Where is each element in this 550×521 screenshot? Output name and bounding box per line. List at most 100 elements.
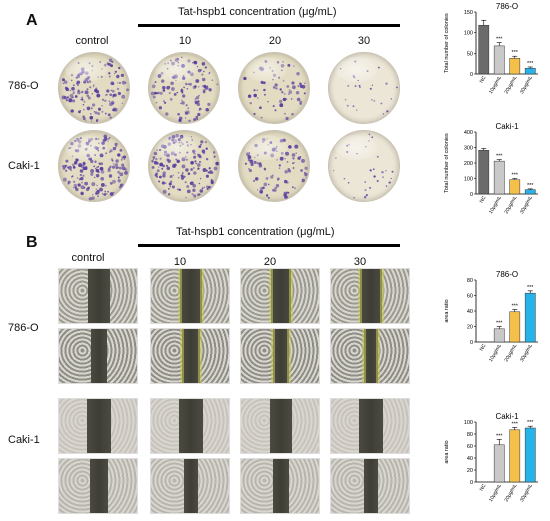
wound-healing-image — [330, 458, 410, 514]
y-tick-label: 0 — [470, 72, 473, 78]
x-tick-label: 20μg/mL — [504, 75, 519, 95]
wound-healing-image — [58, 268, 138, 324]
x-tick-label: NC — [479, 483, 488, 493]
wound-healing-image — [240, 398, 320, 454]
colony-dish — [238, 52, 310, 124]
panel-a-col-30: 30 — [357, 35, 371, 47]
wound-healing-image — [150, 328, 230, 384]
significance-label: *** — [527, 420, 534, 426]
x-tick-label: NC — [479, 75, 488, 85]
panel-a-row-786o: 786-O — [8, 80, 39, 92]
bar-20μg/mL — [509, 311, 521, 343]
y-tick-label: 200 — [464, 161, 473, 167]
wound-healing-image — [330, 398, 410, 454]
panel-b-row-786o: 786-O — [8, 322, 39, 334]
bar-30μg/mL — [524, 67, 536, 75]
x-tick-label: 30μg/mL — [519, 195, 534, 215]
bar-10μg/mL — [493, 45, 505, 75]
wound-healing-image — [240, 328, 320, 384]
panel-a-col-20: 20 — [268, 35, 282, 47]
colony-dish — [238, 130, 310, 202]
bar-20μg/mL — [509, 58, 521, 75]
x-tick-label: 30μg/mL — [519, 75, 534, 95]
wound-healing-image — [240, 268, 320, 324]
wound-healing-image — [58, 398, 138, 454]
bar-20μg/mL — [509, 179, 521, 195]
wound-healing-image — [150, 458, 230, 514]
y-tick-label: 60 — [467, 294, 473, 300]
x-tick-label: 10μg/mL — [488, 483, 503, 503]
panel-b-header-rule — [138, 244, 400, 247]
bar-NC — [478, 150, 490, 195]
y-tick-label: 100 — [464, 31, 473, 37]
panel-b-col-30: 30 — [353, 256, 367, 268]
significance-label: *** — [512, 173, 519, 179]
y-tick-label: 0 — [470, 192, 473, 198]
x-tick-label: 20μg/mL — [504, 343, 519, 363]
x-tick-label: 30μg/mL — [519, 343, 534, 363]
x-tick-label: 20μg/mL — [504, 483, 519, 503]
y-axis-label: area ratio — [444, 299, 450, 322]
panel-b-header: Tat-hspb1 concentration (μg/mL) — [176, 226, 335, 238]
significance-label: *** — [527, 183, 534, 189]
y-tick-label: 100 — [464, 420, 473, 426]
significance-label: *** — [512, 50, 519, 56]
y-tick-label: 400 — [464, 130, 473, 136]
colony-dish — [58, 130, 130, 202]
wound-healing-image — [330, 268, 410, 324]
wound-healing-image — [150, 398, 230, 454]
y-tick-label: 80 — [467, 432, 473, 438]
y-tick-label: 0 — [470, 340, 473, 346]
significance-label: *** — [496, 37, 503, 43]
y-axis-label: area ratio — [444, 440, 450, 463]
colony-dish — [148, 52, 220, 124]
y-tick-label: 50 — [467, 51, 473, 57]
bar-10μg/mL — [493, 328, 505, 343]
y-tick-label: 300 — [464, 146, 473, 152]
significance-label: *** — [527, 285, 534, 291]
bar-10μg/mL — [493, 160, 505, 195]
y-tick-label: 80 — [467, 278, 473, 284]
y-tick-label: 40 — [467, 456, 473, 462]
colony-dish — [148, 130, 220, 202]
bar-10μg/mL — [493, 444, 505, 483]
chart-title: Caki-1 — [495, 122, 519, 131]
chart-title: 786-O — [496, 2, 518, 11]
significance-label: *** — [496, 321, 503, 327]
colony-dish — [328, 52, 400, 124]
panel-b-letter: B — [26, 234, 38, 251]
wound-healing-image — [58, 458, 138, 514]
panel-b-col-20: 20 — [263, 256, 277, 268]
y-tick-label: 100 — [464, 177, 473, 183]
significance-label: *** — [527, 61, 534, 67]
x-tick-label: 30μg/mL — [519, 483, 534, 503]
chart-title: 786-O — [496, 270, 518, 279]
x-tick-label: NC — [479, 195, 488, 205]
y-tick-label: 150 — [464, 10, 473, 16]
chart-area-ratio-caki1: Caki-1 area ratio 0 20 40 60 80 100 NC *** 10μg/mL… — [444, 412, 538, 503]
wound-healing-image — [330, 328, 410, 384]
panel-b-row-caki1: Caki-1 — [8, 434, 40, 446]
colony-dish — [328, 130, 400, 202]
significance-label: *** — [496, 154, 503, 160]
significance-label: *** — [496, 433, 503, 439]
y-axis-label: Total number of colonies — [444, 133, 450, 193]
x-tick-label: 10μg/mL — [488, 343, 503, 363]
significance-label: *** — [512, 303, 519, 309]
x-tick-label: NC — [479, 343, 488, 353]
wound-healing-image — [150, 268, 230, 324]
wound-healing-image — [58, 328, 138, 384]
significance-label: *** — [512, 421, 519, 427]
panel-a-col-10: 10 — [178, 35, 192, 47]
panel-a-col-control: control — [75, 35, 109, 47]
y-axis-label: Total number of colonies — [444, 13, 450, 73]
bar-20μg/mL — [509, 429, 521, 483]
chart-colonies-786o: 786-O Total number of colonies 0 50 100 150 NC… — [444, 2, 538, 95]
bar-NC — [478, 24, 490, 75]
bar-30μg/mL — [524, 427, 536, 483]
panel-a-header-rule — [138, 24, 400, 27]
y-tick-label: 0 — [470, 480, 473, 486]
panel-a-letter: A — [26, 12, 38, 29]
chart-colonies-caki1: Caki-1 Total number of colonies 0 100 200 300… — [444, 122, 538, 215]
y-tick-label: 60 — [467, 444, 473, 450]
